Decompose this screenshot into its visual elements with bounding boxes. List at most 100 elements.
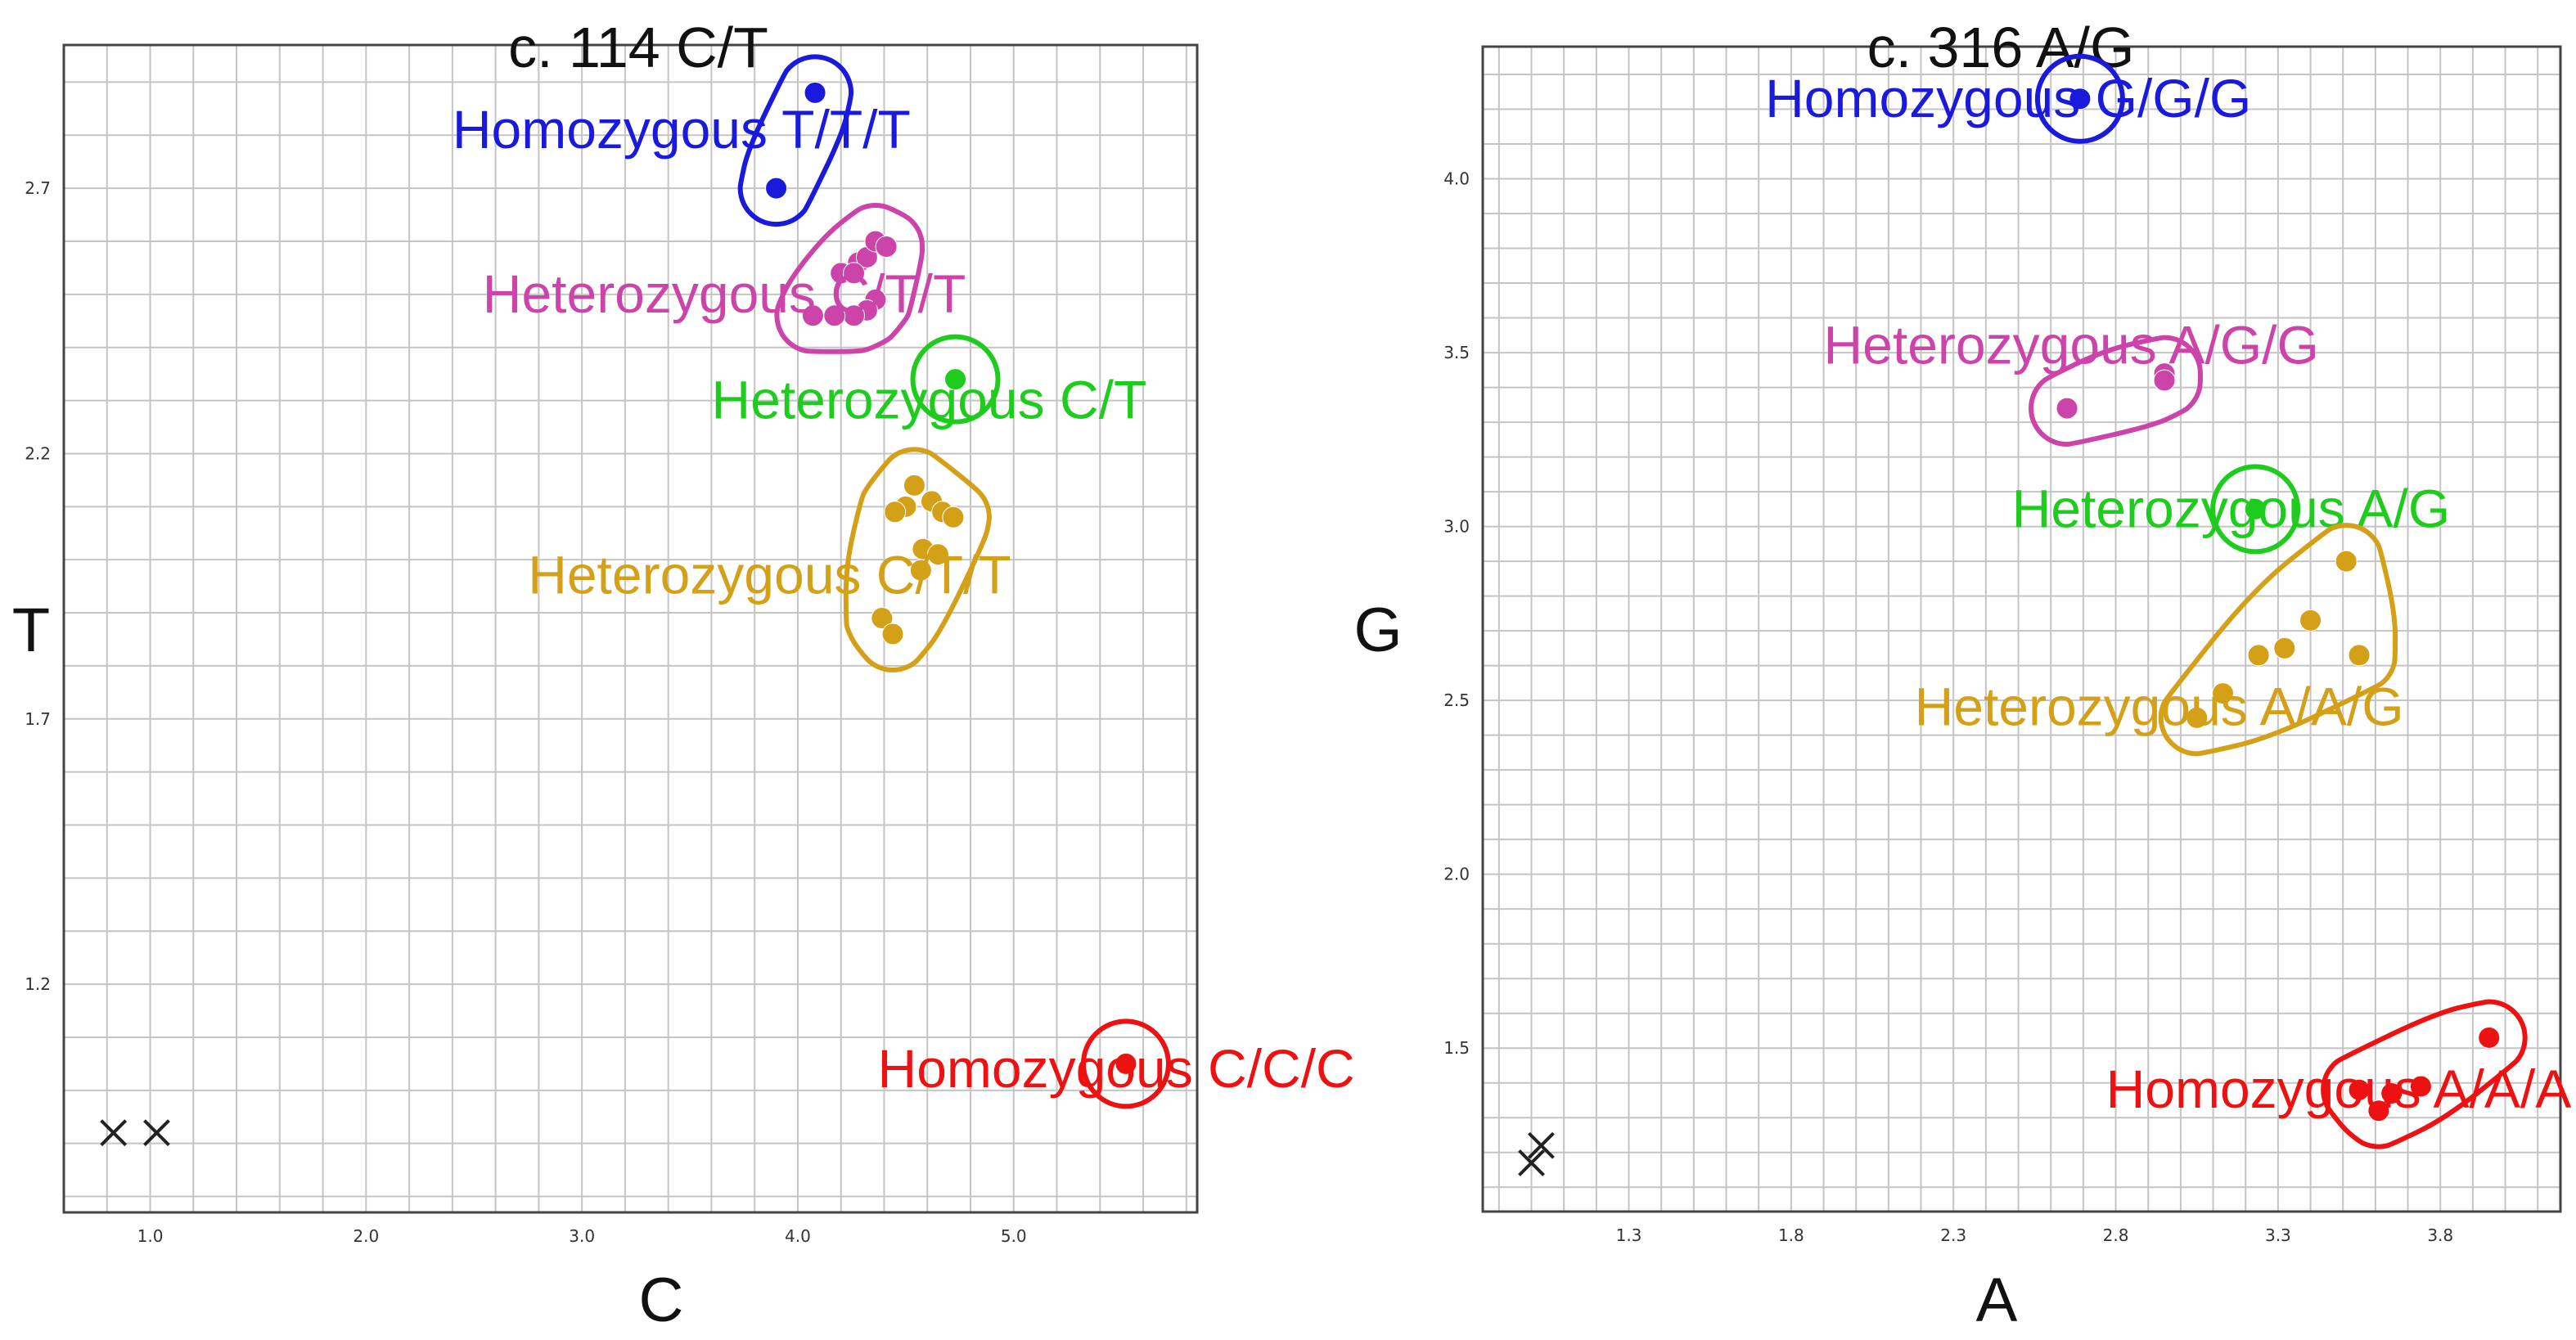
chart-title: c. 316 A/G	[1867, 16, 2135, 79]
data-point	[2186, 706, 2209, 729]
cluster-outline	[1080, 1018, 1171, 1109]
y-axis-label: G	[1353, 596, 1402, 665]
data-point	[875, 235, 898, 258]
y-tick-label: 2.7	[25, 178, 51, 198]
data-point	[2273, 636, 2296, 659]
x-tick-label: 3.8	[2427, 1225, 2453, 1245]
x-tick-label: 2.3	[1940, 1225, 1966, 1245]
data-point	[2211, 682, 2234, 705]
data-point	[843, 262, 866, 285]
y-tick-label: 2.2	[25, 443, 51, 463]
right-cluster-plot: 1.3 1.8 2.3 2.8 3.3 3.8 1.5 2.0 2.5 3.0 3.5 4.0 c. 3…	[1353, 16, 2571, 1335]
x-tick-label: 4.0	[785, 1226, 811, 1246]
cluster-label: Heterozygous C/T	[711, 370, 1146, 430]
cluster-label: Homozygous G/G/G	[1765, 68, 2251, 128]
data-point	[2153, 369, 2176, 392]
series-4: Heterozygous A/A/G	[1915, 523, 2404, 757]
data-point	[1115, 1052, 1137, 1075]
series-3: Heterozygous A/G	[2012, 464, 2451, 555]
data-point	[926, 543, 949, 566]
cluster-outline	[2321, 999, 2528, 1149]
series-4: Heterozygous C/T/T	[528, 447, 1011, 673]
series-2: Heterozygous C/T/T	[483, 202, 966, 354]
data-point	[909, 559, 932, 582]
data-point	[2069, 88, 2092, 110]
data-point	[2244, 497, 2267, 520]
data-point	[944, 368, 967, 391]
x-tick-label: 3.0	[569, 1226, 595, 1246]
cluster-label: Heterozygous A/G/G	[1824, 315, 2319, 375]
grid	[63, 45, 1197, 1212]
plot-area	[1483, 47, 2560, 1212]
cluster-outline	[2210, 464, 2301, 555]
no-template-controls	[100, 1119, 170, 1147]
cluster-outline	[2158, 523, 2398, 757]
y-tick-label: 2.5	[1443, 690, 1470, 710]
cluster-outline	[843, 447, 992, 673]
cluster-outline	[2028, 335, 2204, 447]
x-axis-label: A	[1976, 1266, 2018, 1335]
series-5: Homozygous C/C/C	[878, 1018, 1355, 1109]
plot-area	[64, 45, 1197, 1212]
data-point	[2380, 1081, 2403, 1104]
x-tick-label: 2.8	[2103, 1225, 2129, 1245]
x-marker	[1527, 1131, 1555, 1159]
data-point	[2348, 1078, 2371, 1101]
data-point	[2478, 1026, 2501, 1049]
y-tick-label: 1.2	[25, 974, 51, 994]
data-point	[2409, 1075, 2432, 1098]
x-tick-label: 1.3	[1616, 1225, 1642, 1245]
series-1: Homozygous G/G/G	[1765, 53, 2251, 144]
plot-frame	[1481, 45, 2562, 1213]
cluster-label: Heterozygous C/T/T	[528, 545, 1011, 605]
data-point	[765, 177, 788, 200]
x-tick-label: 1.0	[137, 1226, 164, 1246]
y-tick-label: 3.0	[1443, 517, 1470, 537]
no-template-controls	[1518, 1131, 1555, 1176]
series-1: Homozygous T/T/T	[453, 54, 911, 227]
data-point	[2348, 644, 2371, 667]
series-5: Homozygous A/A/A	[2106, 999, 2572, 1149]
cluster-outline	[737, 54, 854, 227]
x-tick-label: 5.0	[1001, 1226, 1027, 1246]
data-point	[2367, 1099, 2390, 1122]
y-tick-label: 3.5	[1443, 343, 1470, 362]
left-cluster-plot: 1.0 2.0 3.0 4.0 5.0 1.2 1.7 2.2 2.7 c. 114 C/T C T H…	[12, 16, 1355, 1335]
data-point	[2247, 644, 2270, 667]
cluster-label: Homozygous A/A/A	[2106, 1059, 2572, 1119]
cluster-outline	[2034, 53, 2125, 144]
data-point	[801, 304, 824, 327]
plot-frame	[62, 43, 1199, 1214]
data-point	[884, 501, 907, 524]
cluster-label: Heterozygous A/G	[2012, 478, 2451, 538]
x-marker	[143, 1119, 170, 1147]
series-2: Heterozygous A/G/G	[1824, 315, 2319, 447]
x-tick-label: 3.3	[2265, 1225, 2291, 1245]
cluster-label: Heterozygous C/T/T	[483, 263, 966, 324]
x-marker	[100, 1119, 128, 1147]
data-point	[881, 623, 904, 645]
data-point	[942, 506, 965, 528]
data-point	[871, 607, 894, 630]
series-3: Heterozygous C/T	[711, 334, 1146, 430]
y-tick-label: 1.7	[25, 709, 51, 729]
x-tick-label: 1.8	[1778, 1225, 1804, 1245]
data-point	[804, 81, 826, 104]
x-marker	[1518, 1149, 1545, 1176]
cluster-label: Heterozygous A/A/G	[1915, 677, 2404, 737]
cluster-label: Homozygous C/C/C	[878, 1038, 1355, 1099]
grid	[1483, 47, 2560, 1212]
data-point	[2056, 397, 2078, 420]
x-axis-label: C	[639, 1266, 684, 1335]
chart-title: c. 114 C/T	[508, 16, 768, 79]
y-tick-label: 2.0	[1443, 865, 1470, 884]
x-tick-label: 2.0	[353, 1226, 379, 1246]
cluster-label: Homozygous T/T/T	[453, 99, 911, 160]
cluster-outline	[910, 334, 1001, 425]
y-tick-label: 1.5	[1443, 1038, 1470, 1058]
y-tick-label: 4.0	[1443, 169, 1470, 189]
data-point	[2299, 609, 2322, 632]
data-point	[2335, 550, 2358, 573]
y-axis-label: T	[12, 596, 50, 665]
